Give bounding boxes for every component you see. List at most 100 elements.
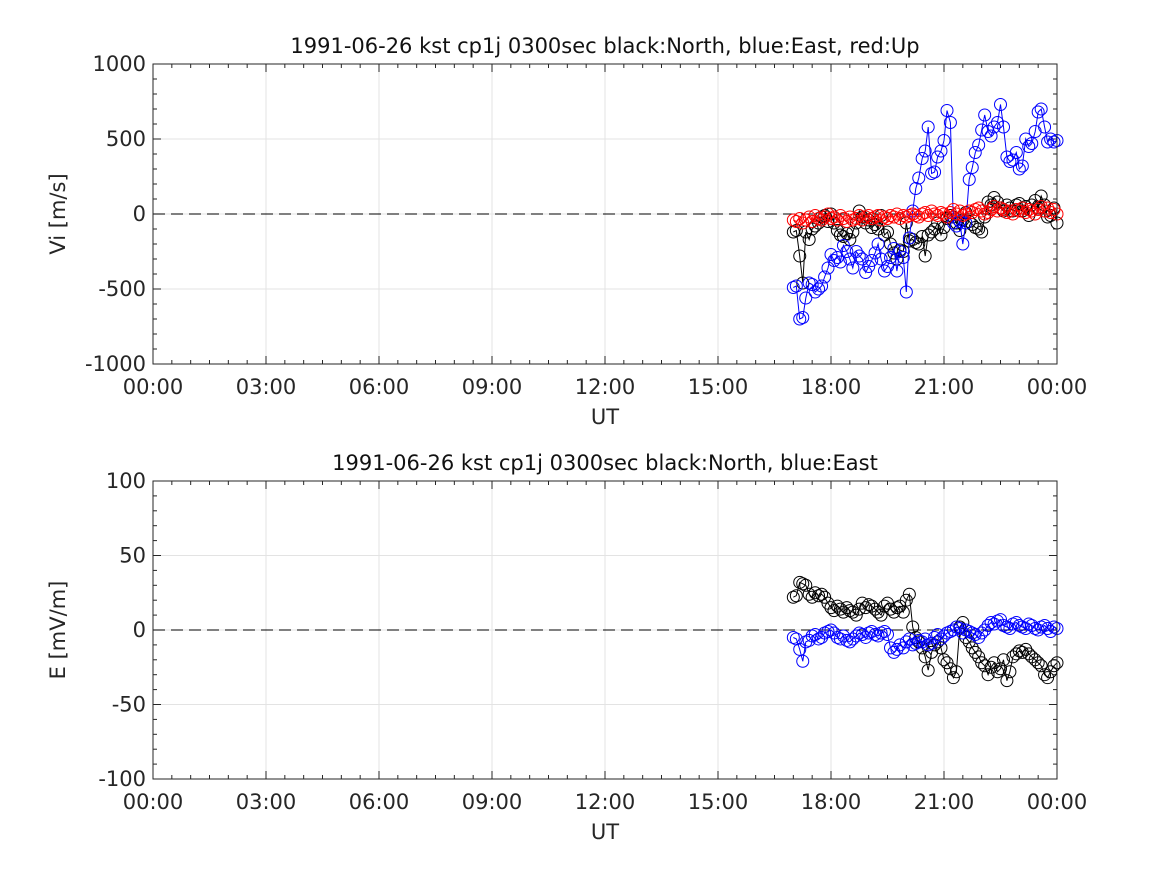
data-point-up — [906, 207, 920, 221]
data-point-north — [799, 578, 813, 592]
data-point-east — [890, 642, 904, 656]
x-tick-label: 09:00 — [462, 375, 523, 399]
data-point-north — [818, 590, 832, 604]
data-point-east — [893, 245, 907, 258]
data-point-north — [877, 228, 891, 242]
data-point-east — [987, 120, 1001, 134]
data-point-north — [824, 601, 838, 615]
data-point-east — [984, 616, 998, 630]
data-point-east — [896, 251, 910, 264]
data-point-east — [1006, 153, 1020, 167]
series-line-east — [793, 104, 1058, 320]
data-point-up — [1038, 204, 1052, 218]
data-point-up — [808, 209, 822, 222]
data-point-north — [994, 662, 1007, 676]
data-point-east — [937, 134, 951, 147]
data-point-up — [912, 210, 926, 224]
data-point-north — [972, 222, 986, 236]
y-tick-label: 100 — [106, 469, 146, 493]
y-axis-label: E [mV/m] — [46, 581, 70, 680]
data-point-east — [884, 251, 898, 264]
data-point-east — [808, 627, 822, 641]
data-point-up — [918, 206, 932, 219]
x-tick-label: 00:00 — [1027, 790, 1088, 814]
data-point-east — [786, 281, 800, 294]
data-point-east — [928, 165, 942, 179]
data-point-east — [805, 629, 819, 643]
data-point-north — [946, 671, 960, 685]
data-point-east — [925, 167, 939, 180]
data-point-north — [959, 630, 973, 644]
data-point-east — [893, 638, 907, 652]
data-point-east — [833, 255, 847, 269]
data-point-north — [855, 596, 869, 610]
data-point-up — [928, 207, 942, 221]
data-point-north — [940, 656, 954, 670]
x-tick-label: 06:00 — [349, 790, 410, 814]
data-point-up — [1000, 206, 1014, 219]
data-point-north — [843, 604, 857, 618]
data-point-north — [793, 575, 807, 589]
x-tick-label: 09:00 — [462, 790, 523, 814]
x-tick-label: 15:00 — [688, 790, 749, 814]
axes-box — [152, 480, 1058, 780]
data-point-north — [981, 668, 995, 682]
data-point-up — [868, 210, 882, 224]
data-point-east — [1041, 622, 1055, 636]
data-point-east — [827, 254, 841, 267]
x-tick-label: 00:00 — [123, 790, 184, 814]
data-point-east — [902, 231, 916, 245]
data-point-north — [975, 225, 989, 239]
data-point-east — [943, 116, 957, 129]
data-point-north — [793, 249, 807, 263]
data-point-up — [943, 206, 957, 219]
x-tick-label: 12:00 — [575, 375, 636, 399]
data-point-north — [846, 605, 860, 619]
data-point-east — [871, 237, 885, 251]
axes-box — [152, 63, 1058, 365]
data-point-east — [899, 285, 913, 299]
data-point-north — [881, 225, 894, 239]
data-point-up — [805, 215, 819, 228]
data-point-up — [862, 209, 876, 222]
data-point-north — [912, 237, 926, 251]
data-point-north — [984, 660, 998, 674]
y-tick-label: -100 — [98, 767, 146, 791]
data-point-north — [1038, 668, 1052, 682]
data-point-east — [972, 138, 986, 152]
data-point-east — [918, 632, 932, 646]
data-point-east — [805, 278, 819, 291]
data-point-east — [962, 624, 976, 638]
data-point-east — [852, 626, 866, 640]
data-point-up — [893, 212, 907, 225]
data-point-east — [975, 626, 989, 640]
data-point-east — [962, 173, 976, 186]
data-point-north — [1012, 644, 1026, 658]
data-point-up — [1015, 201, 1029, 215]
data-point-up — [821, 207, 835, 221]
data-point-east — [997, 120, 1011, 134]
x-axis-label: UT — [591, 820, 619, 844]
data-point-up — [987, 200, 1001, 213]
data-point-east — [1047, 135, 1061, 149]
data-point-east — [928, 630, 942, 644]
data-point-up — [1034, 200, 1048, 213]
data-point-east — [1047, 620, 1061, 634]
data-point-north — [1041, 210, 1055, 224]
data-point-east — [1022, 140, 1036, 153]
data-point-north — [812, 589, 826, 603]
data-point-north — [956, 616, 970, 630]
data-point-north — [796, 577, 810, 591]
data-point-up — [793, 212, 807, 225]
data-point-north — [874, 608, 888, 622]
data-point-north — [978, 659, 992, 673]
top-panel-velocity: 00:00 03:00 06:00 09:00 12:00 15:00 18:00 21:00… — [46, 34, 1087, 429]
data-point-east — [912, 171, 926, 185]
data-point-east — [855, 252, 869, 266]
data-point-up — [890, 207, 904, 221]
data-point-north — [968, 645, 982, 659]
data-point-east — [968, 146, 982, 159]
x-tick-label: 18:00 — [801, 790, 862, 814]
data-point-east — [934, 144, 948, 158]
data-point-east — [1015, 159, 1029, 173]
